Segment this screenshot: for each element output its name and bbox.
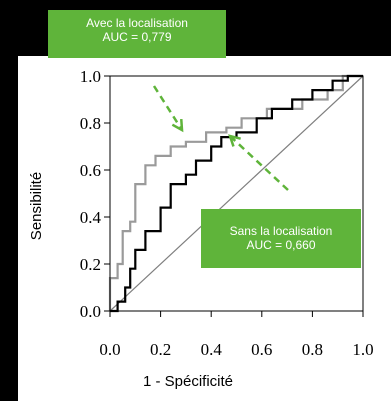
x-tick-label: 0.8 [302, 340, 323, 359]
annotation-with-line-2: AUC = 0,779 [102, 30, 172, 44]
x-axis-label: 1 - Spécificité [143, 373, 233, 390]
y-tick-label: 0.0 [80, 302, 101, 321]
annotation-without-line-2: AUC = 0,660 [246, 238, 316, 252]
y-tick-label: 0.4 [80, 208, 102, 227]
annotation-without-localisation: Sans la localisation AUC = 0,660 [201, 209, 361, 268]
x-tick-label: 0.6 [251, 340, 272, 359]
annotation-arrow-with [152, 85, 184, 131]
roc-series-0 [108, 74, 363, 311]
annotation-with-line-1: Avec la localisation [86, 16, 188, 30]
roc-series-1 [110, 74, 363, 313]
annotation-arrow-with-head [171, 118, 184, 133]
plot-frame [109, 75, 364, 312]
x-tick-label: 1.0 [352, 340, 373, 359]
roc-series-2 [109, 75, 364, 312]
x-tick-label: 0.4 [201, 340, 223, 359]
annotation-with-localisation: Avec la localisation AUC = 0,779 [48, 10, 226, 58]
y-tick-label: 0.8 [80, 114, 101, 133]
x-tick-label: 0.2 [150, 340, 171, 359]
y-axis-label: Sensibilité [28, 172, 45, 240]
x-tick-label: 0.0 [99, 340, 120, 359]
annotation-without-line-1: Sans la localisation [229, 224, 333, 238]
y-tick-label: 1.0 [80, 67, 101, 86]
annotation-arrow-without [229, 135, 289, 191]
y-tick-label: 0.2 [80, 255, 101, 274]
y-tick-label: 0.6 [80, 161, 101, 180]
annotation-arrow-without-head [228, 134, 241, 147]
